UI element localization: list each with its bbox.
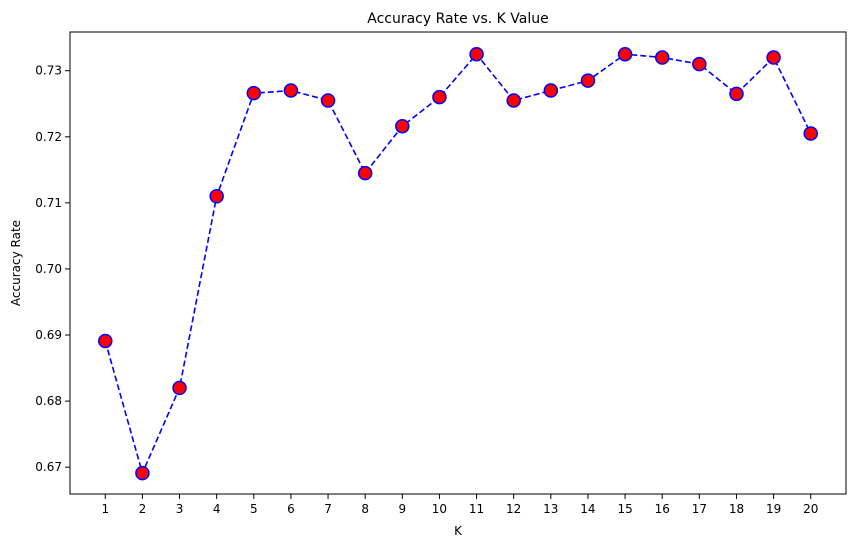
data-point-k3: [172, 380, 187, 396]
x-axis: 1 2 3 4 5 6 7 8 9 10 11 12 13 14 15 16 17 18 19 20: [101, 494, 818, 516]
y-tick-label: 0.67: [35, 460, 62, 474]
y-tick-label: 0.72: [35, 130, 62, 144]
y-tick-label: 0.70: [35, 262, 62, 276]
x-axis-label: K: [454, 524, 463, 538]
data-point-k11: [469, 46, 484, 62]
y-tick-label: 0.73: [35, 64, 62, 78]
y-tick-label: 0.71: [35, 196, 62, 210]
data-point-k8: [357, 165, 373, 181]
data-point-k15: [617, 46, 633, 62]
x-tick-label: 15: [617, 502, 632, 516]
x-tick-label: 8: [361, 502, 369, 516]
x-tick-label: 14: [580, 502, 595, 516]
data-point-k6: [283, 83, 299, 98]
data-point-k5: [246, 85, 262, 101]
x-tick-label: 5: [250, 502, 258, 516]
chart-title: Accuracy Rate vs. K Value: [367, 11, 548, 27]
series-group: [98, 46, 818, 481]
data-point-k17: [692, 56, 707, 72]
data-point-k2: [135, 465, 150, 481]
x-tick-label: 7: [324, 502, 332, 516]
y-axis: 0.67 0.68 0.69 0.70 0.71 0.72 0.73: [35, 64, 70, 474]
data-point-k4: [209, 189, 224, 204]
data-point-k16: [654, 50, 670, 65]
y-axis-label: Accuracy Rate: [9, 220, 23, 306]
x-tick-label: 17: [692, 502, 707, 516]
x-tick-label: 1: [101, 502, 109, 516]
data-point-k9: [395, 118, 410, 134]
x-tick-label: 19: [766, 502, 781, 516]
data-point-k19: [766, 50, 781, 65]
data-point-k14: [580, 73, 596, 88]
x-tick-label: 2: [139, 502, 147, 516]
y-tick-label: 0.68: [35, 394, 62, 408]
series-line: [104, 52, 812, 476]
data-point-k1: [98, 333, 113, 349]
x-tick-label: 10: [432, 502, 447, 516]
data-point-k18: [729, 86, 744, 102]
x-tick-label: 13: [543, 502, 558, 516]
x-tick-label: 18: [729, 502, 744, 516]
x-tick-label: 4: [213, 502, 221, 516]
plot-area-frame: [69, 31, 847, 495]
data-point-k13: [543, 83, 559, 98]
x-tick-label: 11: [469, 502, 484, 516]
x-tick-label: 6: [287, 502, 295, 516]
x-tick-label: 20: [803, 502, 818, 516]
y-tick-label: 0.69: [35, 328, 62, 342]
data-point-k10: [432, 89, 447, 105]
x-tick-label: 12: [506, 502, 521, 516]
data-point-k7: [320, 93, 336, 108]
x-tick-label: 9: [398, 502, 406, 516]
x-tick-label: 3: [176, 502, 184, 516]
data-point-k20: [803, 126, 818, 141]
data-point-k12: [506, 93, 521, 108]
x-tick-label: 16: [655, 502, 670, 516]
